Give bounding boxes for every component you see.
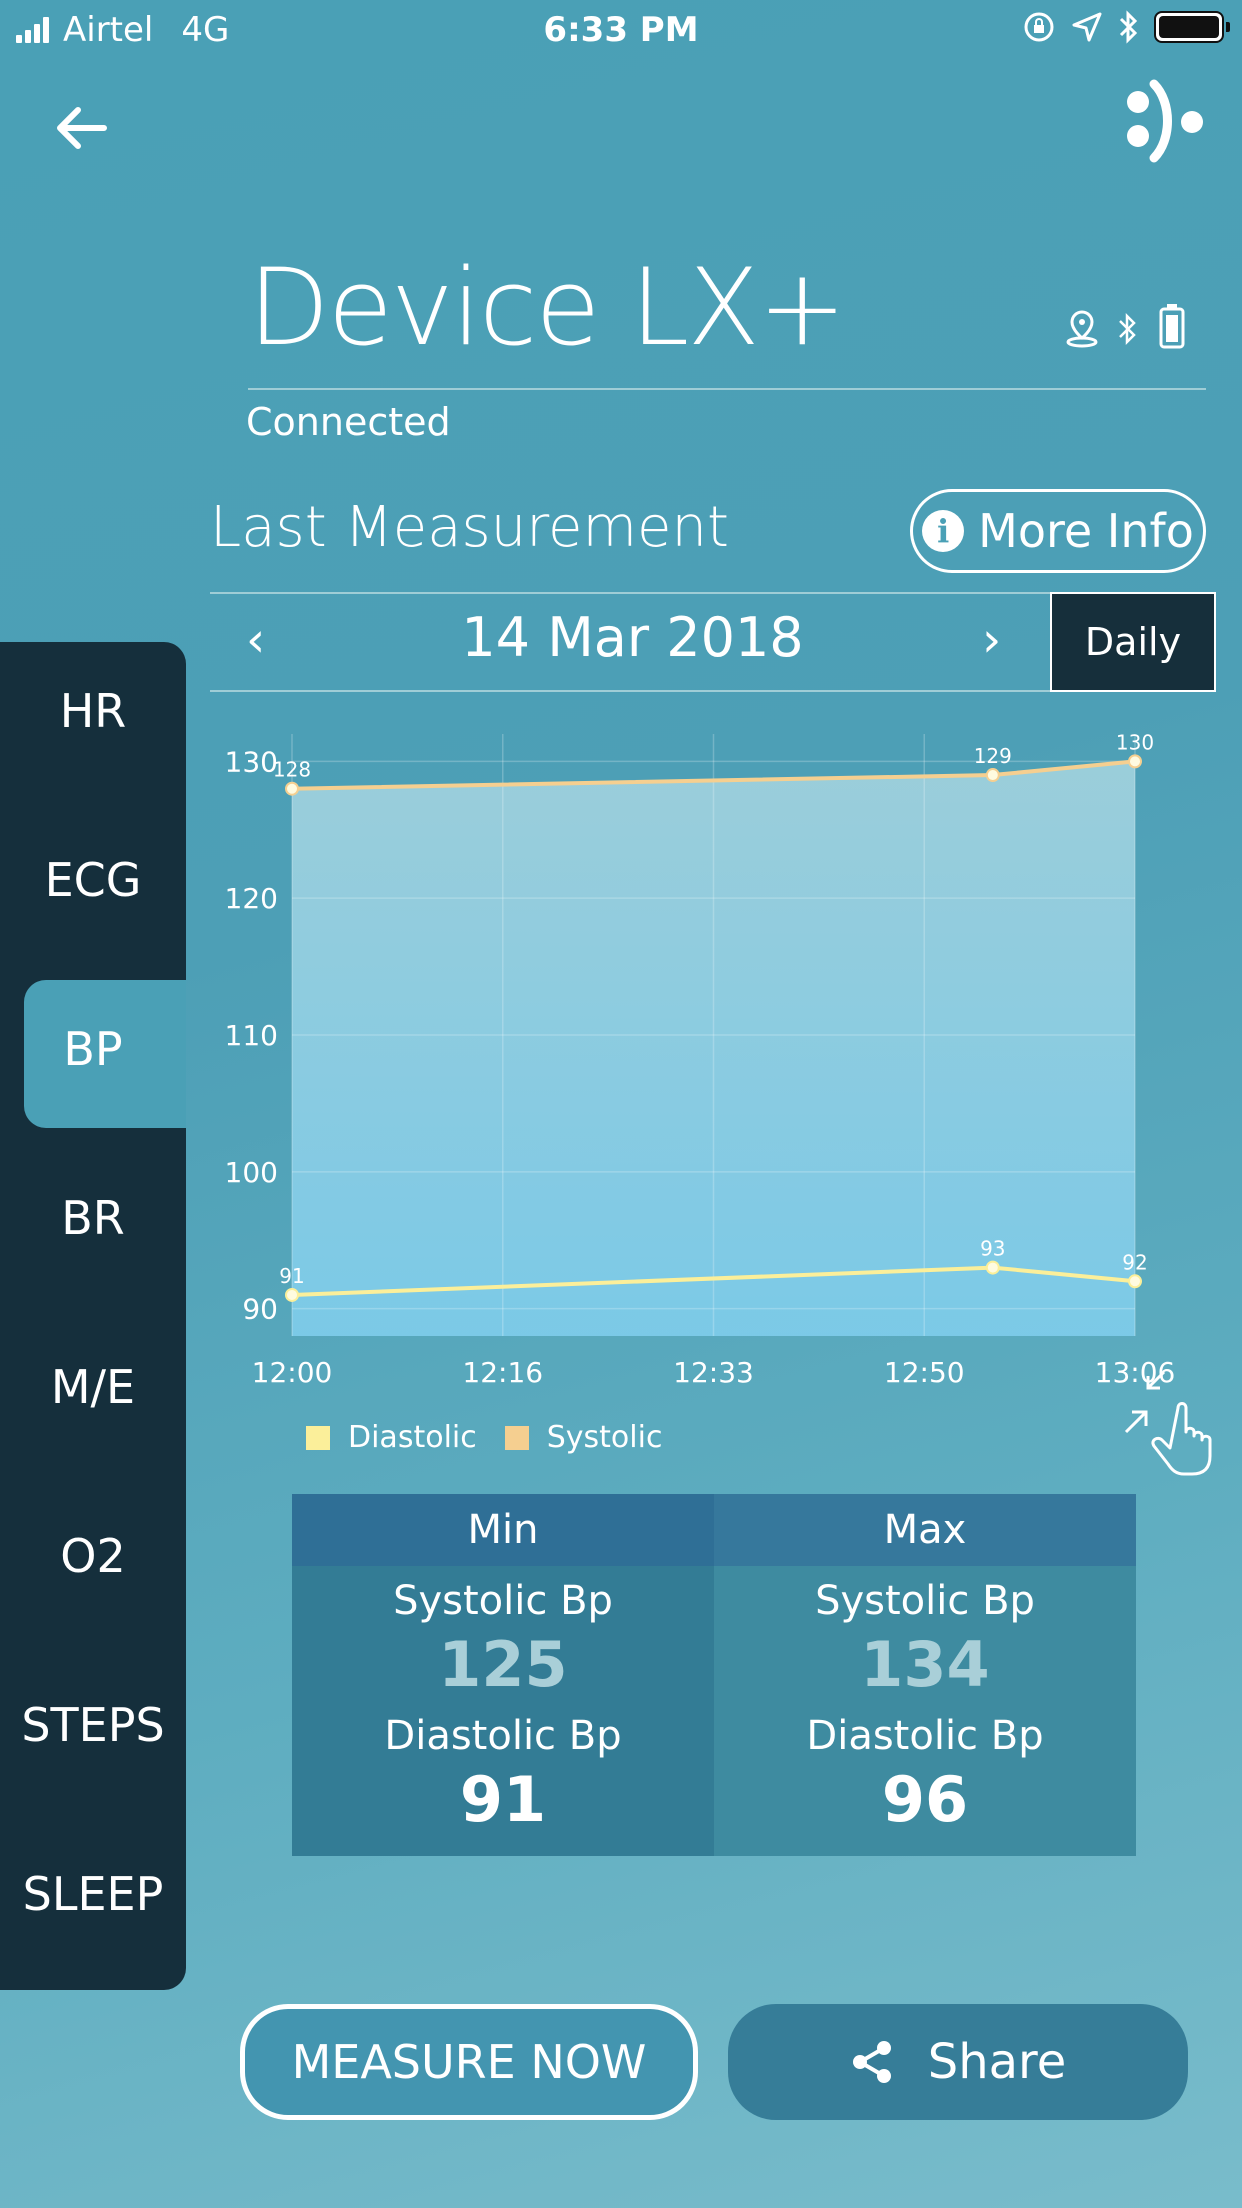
sidebar-item-br[interactable]: BR: [61, 1191, 125, 1245]
battery-icon: [1154, 11, 1230, 43]
share-button[interactable]: Share: [728, 2004, 1188, 2120]
map-pin-icon: [1066, 310, 1098, 348]
prev-date-button[interactable]: ‹: [246, 612, 266, 668]
sidebar-item-ecg[interactable]: ECG: [44, 853, 142, 907]
x-tick-label: 12:00: [252, 1356, 333, 1389]
data-label-systolic: 128: [273, 758, 311, 782]
y-tick-label: 130: [225, 745, 278, 778]
data-point-diastolic: [1128, 1274, 1142, 1289]
data-point-systolic: [985, 768, 1000, 783]
share-label: Share: [927, 2034, 1067, 2090]
date-navigator: ‹ 14 Mar 2018 ›: [210, 592, 1216, 692]
chart-area-fill: [292, 761, 1135, 1336]
sidebar-item-me[interactable]: M/E: [50, 1360, 136, 1414]
x-tick-label: 12:50: [884, 1356, 965, 1389]
legend-swatch-systolic: [504, 1425, 529, 1450]
share-icon: [852, 2041, 891, 2083]
more-info-button[interactable]: i More Info: [910, 489, 1206, 573]
clock: 6:33 PM: [543, 10, 699, 50]
data-label-diastolic: 92: [1122, 1250, 1147, 1274]
rotation-lock-icon: [1024, 12, 1054, 42]
data-point-systolic: [1128, 754, 1142, 769]
data-point-diastolic: [285, 1287, 299, 1302]
data-label-systolic: 130: [1116, 730, 1154, 754]
signal-icon: [16, 17, 49, 43]
status-left: Airtel 4G: [16, 10, 229, 50]
metric-sidebar: [0, 642, 186, 1990]
bp-chart-svg: 12:00 12:16 12:33 12:50 13:06130120110100901…: [225, 730, 1176, 1389]
sidebar-item-steps[interactable]: STEPS: [21, 1698, 165, 1752]
legend-label-diastolic: Diastolic: [348, 1420, 477, 1455]
data-label-diastolic: 91: [279, 1264, 304, 1288]
sidebar-item-hr[interactable]: HR: [59, 684, 127, 738]
max-diastolic-value: 96: [881, 1763, 969, 1836]
x-tick-label: 12:16: [462, 1356, 543, 1389]
sidebar-active-highlight: [24, 980, 186, 1128]
back-arrow-icon[interactable]: [52, 104, 110, 152]
max-systolic-label: Systolic Bp: [815, 1578, 1035, 1624]
y-tick-label: 120: [225, 882, 278, 915]
carrier-label: Airtel: [63, 10, 154, 50]
min-systolic-value: 125: [438, 1628, 568, 1701]
data-point-systolic: [285, 781, 299, 796]
title-divider: [248, 388, 1206, 390]
date-label: 14 Mar 2018: [461, 606, 804, 669]
min-diastolic-label: Diastolic Bp: [384, 1713, 622, 1759]
more-info-label: More Info: [978, 504, 1194, 558]
y-tick-label: 100: [225, 1156, 278, 1189]
device-bluetooth-icon: [1119, 312, 1136, 346]
y-tick-label: 110: [225, 1019, 278, 1052]
data-label-systolic: 129: [974, 744, 1012, 768]
x-tick-label: 12:33: [673, 1356, 754, 1389]
next-date-button[interactable]: ›: [982, 612, 1002, 668]
connection-status: Connected: [246, 400, 451, 444]
measure-now-button[interactable]: MEASURE NOW: [240, 2004, 698, 2120]
period-toggle-button[interactable]: Daily: [1050, 592, 1216, 692]
min-header: Min: [292, 1494, 714, 1566]
max-header: Max: [714, 1494, 1136, 1566]
legend-swatch-diastolic: [306, 1425, 330, 1450]
info-icon: i: [922, 510, 965, 552]
sidebar-item-o2[interactable]: O2: [60, 1529, 126, 1583]
last-measurement-heading: Last Measurement: [210, 495, 729, 560]
network-label: 4G: [181, 10, 230, 50]
max-systolic-value: 134: [860, 1628, 990, 1701]
device-title: Device LX+: [248, 246, 847, 369]
min-max-table: Min Systolic Bp 125 Diastolic Bp 91 Max …: [292, 1494, 1136, 1856]
chart-legend: Diastolic Systolic: [306, 1420, 662, 1455]
bluetooth-icon: [1119, 10, 1138, 44]
status-right: [1022, 10, 1230, 44]
status-bar: Airtel 4G 6:33 PM: [0, 0, 1242, 60]
bp-chart: 12:00 12:16 12:33 12:50 13:06 130 120 110 100 90 1…: [200, 720, 1230, 1480]
min-column: Min Systolic Bp 125 Diastolic Bp 91: [292, 1494, 714, 1856]
collapse-chart-icon[interactable]: [1118, 1368, 1228, 1478]
sidebar-item-sleep[interactable]: SLEEP: [22, 1867, 164, 1921]
data-point-diastolic: [985, 1260, 1000, 1275]
location-icon: [1072, 12, 1102, 42]
legend-label-systolic: Systolic: [546, 1420, 663, 1455]
brand-logo-icon: [1127, 79, 1203, 163]
min-diastolic-value: 91: [459, 1763, 547, 1836]
device-battery-icon: [1159, 304, 1185, 349]
max-column: Max Systolic Bp 134 Diastolic Bp 96: [714, 1494, 1136, 1856]
min-systolic-label: Systolic Bp: [393, 1578, 613, 1624]
y-tick-label: 90: [242, 1293, 278, 1326]
sidebar-item-bp[interactable]: BP: [63, 1022, 123, 1076]
max-diastolic-label: Diastolic Bp: [806, 1713, 1044, 1759]
data-label-diastolic: 93: [980, 1237, 1005, 1261]
